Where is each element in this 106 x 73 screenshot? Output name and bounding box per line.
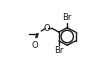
Text: O: O: [43, 24, 50, 33]
Text: Br: Br: [54, 46, 63, 55]
Text: Br: Br: [63, 13, 72, 22]
Text: O: O: [31, 41, 38, 50]
